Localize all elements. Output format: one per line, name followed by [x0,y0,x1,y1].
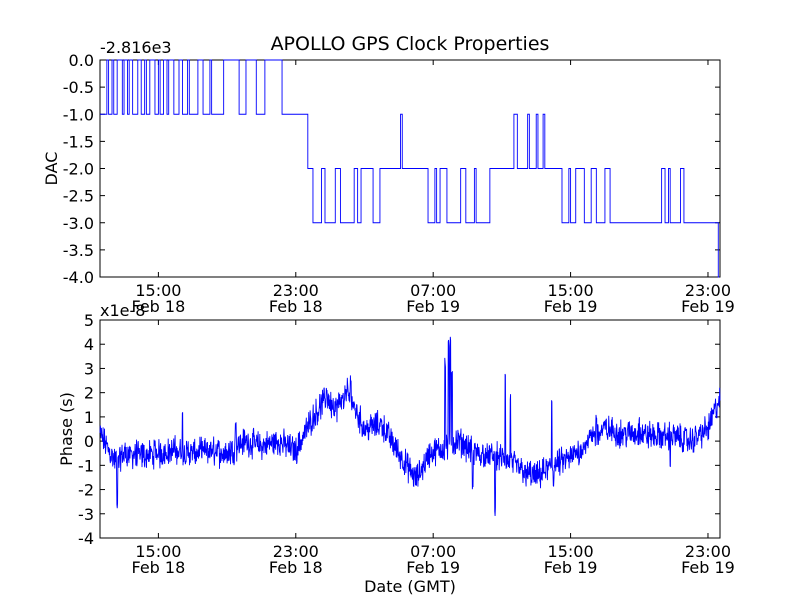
dac-x-tick-time: 23:00 [685,281,731,300]
phase-axes-frame [99,319,721,539]
dac-x-tick-time: 07:00 [410,281,456,300]
dac-x-tick-time: 23:00 [273,281,319,300]
phase-x-tick-time: 23:00 [685,542,731,561]
dac-offset-label: -2.816e3 [100,38,172,57]
dac-x-tick-date: Feb 18 [269,297,323,316]
phase-scale-label: x1e-8 [100,301,145,320]
phase-x-tick-date: Feb 19 [406,558,460,577]
phase-y-ticks: 5 4 3 2 1 0 -1 -2 -3 -4 [78,311,720,548]
dac-x-tick-date: Feb 19 [406,297,460,316]
dac-y-tick-label: -2.5 [63,187,94,206]
phase-y-tick-label: -2 [78,481,94,500]
dac-y-tick-label: -0.5 [63,78,94,97]
phase-series-line [99,336,721,516]
phase-y-tick-label: 2 [84,384,94,403]
phase-y-tick-label: -1 [78,456,94,475]
phase-y-tick-label: 0 [84,432,94,451]
phase-x-tick-time: 15:00 [548,542,594,561]
phase-x-tick-date: Feb 18 [269,558,323,577]
phase-y-tick-label: -3 [78,505,94,524]
dac-y-tick-label: -3.0 [63,214,94,233]
phase-x-tick-time: 23:00 [273,542,319,561]
phase-x-tick-date: Feb 18 [132,558,186,577]
dac-y-tick-label: 0.0 [69,51,94,70]
dac-x-tick-time: 15:00 [135,281,181,300]
phase-x-axis-label: Date (GMT) [364,577,456,596]
dac-y-tick-label: -4.0 [63,268,94,287]
dac-y-axis-label: DAC [42,152,61,186]
dac-y-ticks: 0.0 -0.5 -1.0 -1.5 -2.0 -2.5 -3.0 -3.5 -4.0 [63,51,720,287]
dac-y-tick-label: -1.5 [63,132,94,151]
phase-y-tick-label: 3 [84,359,94,378]
dac-series-line [100,59,720,278]
phase-axes: x1e-8 Phase (s) Date (GMT) 5 4 3 2 1 0 -1 -2 -3 -… [57,301,735,596]
phase-x-tick-time: 15:00 [135,542,181,561]
chart-title: APOLLO GPS Clock Properties [271,33,550,55]
dac-y-tick-label: -3.5 [63,241,94,260]
dac-axes: -2.816e3 DAC 0.0 -0.5 -1.0 -1.5 -2.0 -2.5 -3.0… [42,38,735,316]
dac-x-tick-date: Feb 19 [544,297,598,316]
phase-y-tick-label: 1 [84,408,94,427]
phase-y-tick-label: 5 [84,311,94,330]
dac-x-tick-date: Feb 19 [681,297,735,316]
dac-y-tick-label: -1.0 [63,105,94,124]
dac-x-tick-time: 15:00 [548,281,594,300]
phase-y-tick-label: -4 [78,529,94,548]
phase-x-tick-time: 07:00 [410,542,456,561]
phase-x-tick-date: Feb 19 [681,558,735,577]
phase-y-axis-label: Phase (s) [57,392,76,466]
phase-x-tick-date: Feb 19 [544,558,598,577]
phase-y-tick-label: 4 [84,335,94,354]
dac-x-tick-date: Feb 18 [132,297,186,316]
dac-y-tick-label: -2.0 [63,160,94,179]
